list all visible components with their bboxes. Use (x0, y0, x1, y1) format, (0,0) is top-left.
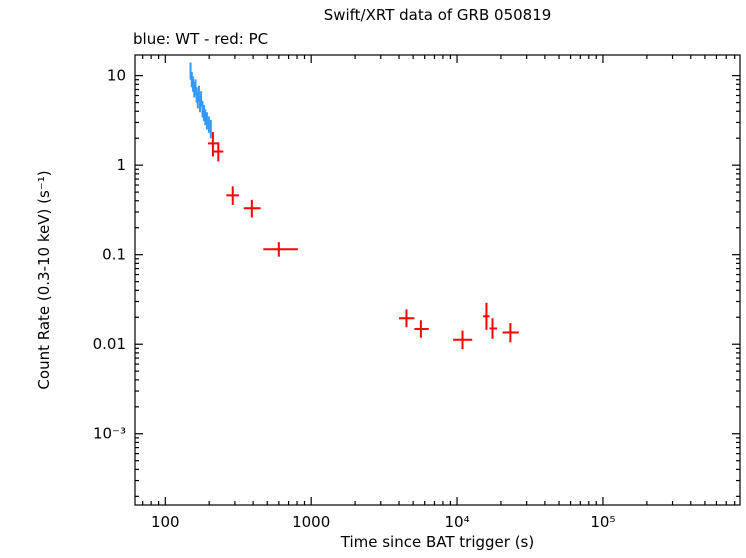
data-point-pc (453, 330, 473, 350)
data-point-pc (489, 318, 498, 339)
chart-title: Swift/XRT data of GRB 050819 (323, 6, 552, 24)
tick-label: 10⁴ (445, 513, 470, 531)
tick-label: 10 (107, 67, 126, 85)
tick-label: 1 (116, 156, 126, 174)
data-point-pc (483, 302, 490, 330)
tick-label: 0.1 (102, 246, 126, 264)
data-point-wt (209, 119, 212, 139)
x-axis-label: Time since BAT trigger (s) (340, 533, 535, 551)
data-point-pc (502, 323, 519, 343)
data-point-pc (399, 309, 415, 328)
data-point-wt (194, 79, 197, 95)
tick-label: 1000 (292, 513, 330, 531)
data-point-wt (197, 85, 200, 102)
data-point-wt (189, 62, 192, 80)
data-point-wt (207, 116, 210, 133)
tick-label: 10⁵ (590, 513, 615, 531)
chart-legend: blue: WT - red: PC (133, 30, 269, 48)
tick-label: 100 (151, 513, 180, 531)
data-point-pc (213, 142, 224, 162)
data-point-wt (204, 109, 207, 126)
y-axis-label: Count Rate (0.3-10 keV) (s⁻¹) (35, 170, 53, 390)
data-point-pc (226, 186, 239, 205)
tick-label: 10⁻³ (93, 425, 126, 443)
data-point-wt (200, 91, 203, 107)
plot-frame (134, 54, 741, 506)
data-point-pc (263, 242, 298, 257)
data-point-pc (243, 199, 261, 218)
data-point-pc (414, 320, 429, 338)
tick-label: 0.01 (93, 335, 126, 353)
data-point-pc (207, 131, 218, 157)
data-point-wt (205, 112, 208, 130)
